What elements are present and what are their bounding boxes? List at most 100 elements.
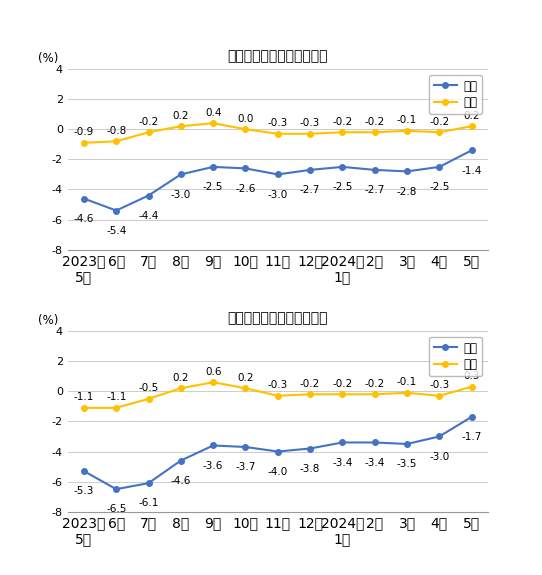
Text: -0.2: -0.2	[332, 379, 352, 389]
Text: -0.3: -0.3	[429, 380, 449, 390]
Text: -3.7: -3.7	[235, 462, 256, 472]
Text: -1.1: -1.1	[74, 392, 94, 402]
Line: 环比: 环比	[81, 120, 474, 145]
环比	[210, 120, 216, 126]
环比	[81, 139, 87, 146]
Text: -0.2: -0.2	[332, 117, 352, 126]
Text: -3.5: -3.5	[397, 459, 417, 469]
Text: 0.2: 0.2	[172, 110, 189, 121]
同比	[210, 442, 216, 449]
同比	[468, 147, 475, 154]
Line: 同比: 同比	[81, 414, 474, 492]
同比	[113, 486, 119, 493]
Text: -2.5: -2.5	[429, 182, 449, 192]
Line: 同比: 同比	[81, 148, 474, 213]
Title: 工业生产者出厂价格涨跌幅: 工业生产者出厂价格涨跌幅	[228, 49, 328, 64]
同比	[242, 165, 249, 172]
Text: -3.0: -3.0	[171, 190, 191, 200]
同比	[210, 163, 216, 170]
同比	[404, 440, 410, 447]
Text: -3.4: -3.4	[365, 458, 385, 467]
Text: -3.8: -3.8	[300, 464, 320, 474]
环比	[371, 129, 378, 136]
Text: -0.2: -0.2	[365, 379, 385, 389]
同比	[81, 467, 87, 474]
环比	[436, 392, 443, 399]
同比	[339, 439, 346, 446]
Text: 0.3: 0.3	[463, 371, 480, 381]
Text: -2.5: -2.5	[203, 182, 223, 192]
同比	[468, 413, 475, 420]
Text: 0.6: 0.6	[205, 367, 221, 377]
Text: -0.2: -0.2	[300, 379, 320, 389]
同比	[307, 166, 313, 173]
Text: -0.2: -0.2	[365, 117, 385, 126]
Text: (%): (%)	[38, 315, 59, 327]
Text: -5.3: -5.3	[74, 486, 94, 496]
Text: -2.8: -2.8	[397, 187, 417, 197]
Title: 工业生产者购进价格涨跌幅: 工业生产者购进价格涨跌幅	[228, 312, 328, 325]
Text: 0.0: 0.0	[237, 114, 254, 124]
环比	[468, 384, 475, 390]
同比	[113, 207, 119, 214]
环比	[436, 129, 443, 136]
Text: -5.4: -5.4	[106, 226, 126, 236]
Text: -2.6: -2.6	[235, 183, 256, 194]
环比	[468, 123, 475, 130]
Text: -0.3: -0.3	[268, 118, 288, 128]
同比	[371, 166, 378, 173]
Text: -6.1: -6.1	[138, 499, 159, 508]
Text: -1.7: -1.7	[461, 432, 482, 442]
环比	[307, 391, 313, 398]
Text: -3.0: -3.0	[268, 190, 288, 200]
环比	[81, 404, 87, 411]
Text: -0.5: -0.5	[138, 384, 159, 393]
Line: 环比: 环比	[81, 380, 474, 411]
环比	[339, 391, 346, 398]
Legend: 同比, 环比: 同比, 环比	[429, 337, 482, 376]
Text: -0.9: -0.9	[74, 127, 94, 137]
Text: -0.3: -0.3	[300, 118, 320, 128]
同比	[371, 439, 378, 446]
同比	[145, 480, 152, 486]
Text: -3.6: -3.6	[203, 461, 223, 471]
环比	[113, 138, 119, 145]
Text: 0.2: 0.2	[237, 373, 254, 383]
Text: 0.4: 0.4	[205, 108, 221, 118]
同比	[145, 192, 152, 199]
Text: -4.6: -4.6	[74, 214, 94, 224]
同比	[274, 171, 281, 178]
环比	[371, 391, 378, 398]
同比	[81, 195, 87, 202]
Text: 0.2: 0.2	[172, 373, 189, 383]
环比	[307, 131, 313, 137]
环比	[145, 129, 152, 136]
同比	[307, 445, 313, 452]
Text: (%): (%)	[38, 52, 59, 66]
环比	[242, 126, 249, 133]
环比	[113, 404, 119, 411]
Text: -4.6: -4.6	[171, 476, 191, 486]
Text: -2.7: -2.7	[300, 185, 320, 195]
Text: -0.1: -0.1	[397, 377, 417, 387]
同比	[274, 448, 281, 455]
环比	[404, 127, 410, 134]
环比	[274, 131, 281, 137]
同比	[436, 433, 443, 440]
环比	[210, 379, 216, 386]
Text: -4.0: -4.0	[268, 467, 288, 477]
同比	[242, 443, 249, 450]
Text: -3.0: -3.0	[429, 452, 449, 462]
Text: -0.1: -0.1	[397, 115, 417, 125]
Text: -2.5: -2.5	[332, 182, 353, 192]
Text: -0.2: -0.2	[138, 117, 159, 126]
Text: -2.7: -2.7	[365, 185, 385, 195]
环比	[404, 389, 410, 396]
Text: -4.4: -4.4	[138, 211, 159, 221]
同比	[339, 163, 346, 170]
环比	[178, 385, 184, 392]
Legend: 同比, 环比: 同比, 环比	[429, 75, 482, 114]
环比	[339, 129, 346, 136]
Text: -1.1: -1.1	[106, 392, 126, 402]
环比	[274, 392, 281, 399]
